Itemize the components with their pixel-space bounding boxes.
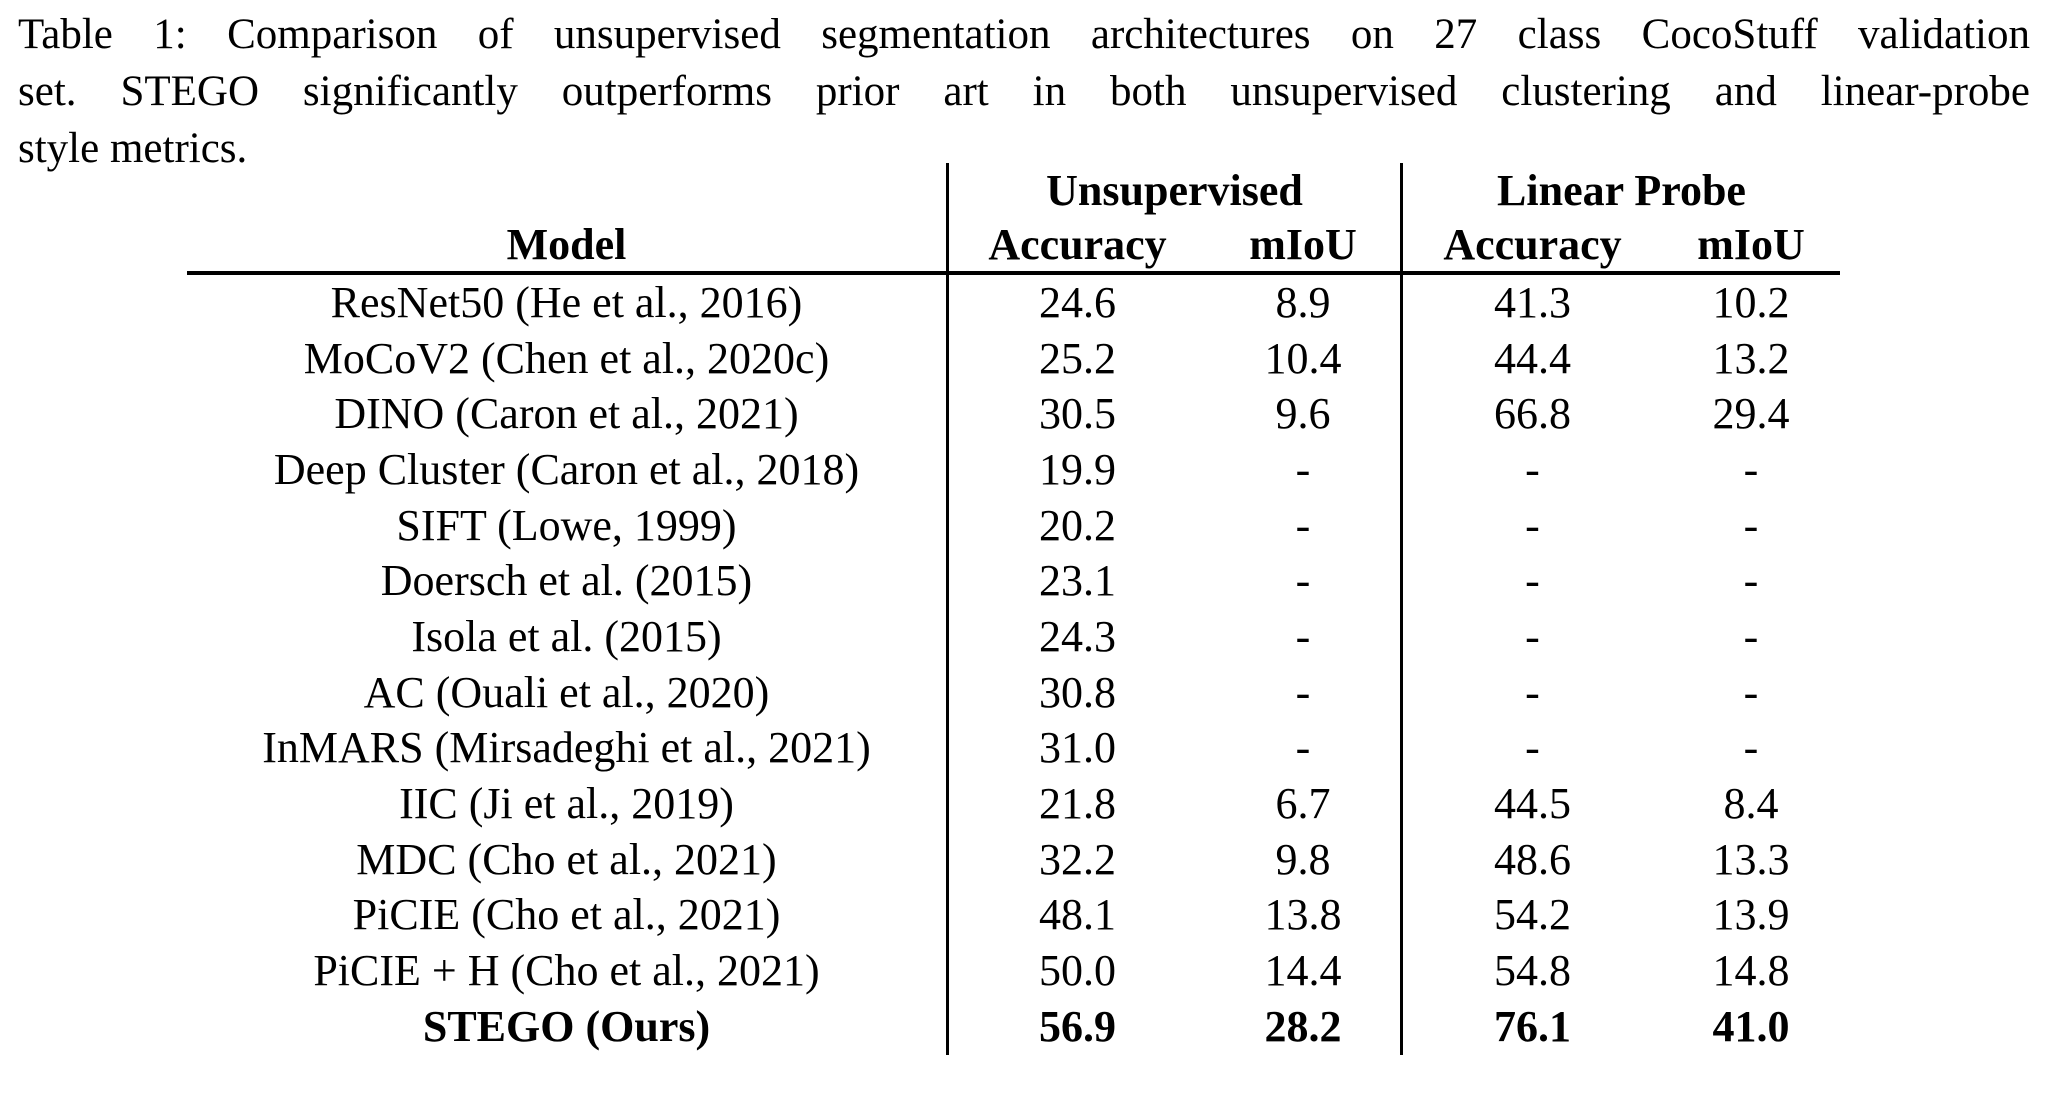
model-cell: InMARS (Mirsadeghi et al., 2021) xyxy=(262,723,871,773)
value-cell: 32.2 xyxy=(946,831,1206,888)
model-cell: STEGO (Ours) xyxy=(422,1001,711,1051)
value-cell: 13.2 xyxy=(1712,333,1790,383)
value-cell: - xyxy=(1400,720,1662,777)
value-cell: 8.4 xyxy=(1723,779,1779,829)
model-cell: MDC (Cho et al., 2021) xyxy=(356,834,777,884)
value-cell: - xyxy=(1743,556,1759,606)
value-cell: - xyxy=(1400,442,1662,498)
value-cell: 9.6 xyxy=(1275,389,1331,439)
value-cell: - xyxy=(1295,611,1311,661)
value-cell: 13.9 xyxy=(1712,890,1790,940)
caption-line-2: set. STEGO significantly outperforms pri… xyxy=(18,68,2030,115)
model-cell: MoCoV2 (Chen et al., 2020c) xyxy=(303,333,830,383)
value-cell: - xyxy=(1400,497,1662,554)
value-cell: 66.8 xyxy=(1400,386,1662,443)
value-cell: - xyxy=(1295,444,1311,494)
column-header-lp-miou: mIoU xyxy=(1662,218,1840,275)
value-cell: 41.3 xyxy=(1400,275,1662,331)
table-caption: Table 1: Comparison of unsupervised segm… xyxy=(18,6,2030,177)
value-cell: - xyxy=(1743,611,1759,661)
value-cell: 48.6 xyxy=(1400,831,1662,888)
value-cell: - xyxy=(1295,500,1311,550)
value-cell: 8.9 xyxy=(1275,277,1331,327)
value-cell: 48.1 xyxy=(946,887,1206,944)
value-cell: 14.4 xyxy=(1264,946,1342,996)
value-cell: 6.7 xyxy=(1275,779,1331,829)
caption-line-3: style metrics. xyxy=(18,125,248,172)
value-cell: 30.5 xyxy=(946,386,1206,443)
value-cell: - xyxy=(1743,500,1759,550)
model-cell: IIC (Ji et al., 2019) xyxy=(399,779,734,829)
value-cell: 24.6 xyxy=(946,275,1206,331)
value-cell: 29.4 xyxy=(1712,389,1790,439)
model-cell: SIFT (Lowe, 1999) xyxy=(396,500,737,550)
model-cell: DINO (Caron et al., 2021) xyxy=(334,389,799,439)
value-cell: - xyxy=(1743,444,1759,494)
value-cell: - xyxy=(1295,556,1311,606)
value-cell: 76.1 xyxy=(1400,998,1662,1055)
value-cell: 54.2 xyxy=(1400,887,1662,944)
value-cell: - xyxy=(1743,667,1759,717)
model-cell: Isola et al. (2015) xyxy=(411,611,722,661)
value-cell: 44.5 xyxy=(1400,776,1662,832)
column-header-model: Model xyxy=(187,218,946,275)
model-cell: ResNet50 (He et al., 2016) xyxy=(330,277,803,327)
value-cell: - xyxy=(1400,553,1662,610)
column-header-unsup-accuracy: Accuracy xyxy=(946,218,1206,275)
value-cell: - xyxy=(1743,723,1759,773)
value-cell: 28.2 xyxy=(1264,1001,1342,1051)
model-cell: PiCIE (Cho et al., 2021) xyxy=(352,890,781,940)
model-cell: AC (Ouali et al., 2020) xyxy=(363,667,770,717)
value-cell: 23.1 xyxy=(946,553,1206,610)
value-cell: 25.2 xyxy=(946,330,1206,387)
value-cell: 20.2 xyxy=(946,497,1206,554)
value-cell: 44.4 xyxy=(1400,330,1662,387)
column-header-unsup-miou: mIoU xyxy=(1206,218,1400,275)
value-cell: 30.8 xyxy=(946,664,1206,721)
value-cell: - xyxy=(1295,667,1311,717)
caption-line-1: Table 1: Comparison of unsupervised segm… xyxy=(18,11,2030,58)
group-header-linear-probe: Linear Probe xyxy=(1400,163,1840,218)
value-cell: 14.8 xyxy=(1712,946,1790,996)
value-cell: 13.3 xyxy=(1712,834,1790,884)
value-cell: 31.0 xyxy=(946,720,1206,777)
corner-spacer xyxy=(187,163,946,218)
value-cell: 50.0 xyxy=(946,943,1206,999)
column-header-lp-accuracy: Accuracy xyxy=(1400,218,1662,275)
value-cell: - xyxy=(1295,723,1311,773)
value-cell: - xyxy=(1400,664,1662,721)
value-cell: 9.8 xyxy=(1275,834,1331,884)
model-cell: PiCIE + H (Cho et al., 2021) xyxy=(313,946,820,996)
value-cell: 54.8 xyxy=(1400,943,1662,999)
value-cell: 21.8 xyxy=(946,776,1206,832)
value-cell: 13.8 xyxy=(1264,890,1342,940)
results-table: Unsupervised Linear Probe Model Accuracy… xyxy=(187,163,1840,1055)
group-header-unsupervised: Unsupervised xyxy=(946,163,1400,218)
value-cell: 19.9 xyxy=(946,442,1206,498)
value-cell: 10.2 xyxy=(1712,277,1790,327)
model-cell: Doersch et al. (2015) xyxy=(380,556,753,606)
value-cell: - xyxy=(1400,609,1662,665)
value-cell: 41.0 xyxy=(1712,1001,1790,1051)
value-cell: 10.4 xyxy=(1264,333,1342,383)
value-cell: 56.9 xyxy=(946,998,1206,1055)
model-cell: Deep Cluster (Caron et al., 2018) xyxy=(273,444,860,494)
value-cell: 24.3 xyxy=(946,609,1206,665)
